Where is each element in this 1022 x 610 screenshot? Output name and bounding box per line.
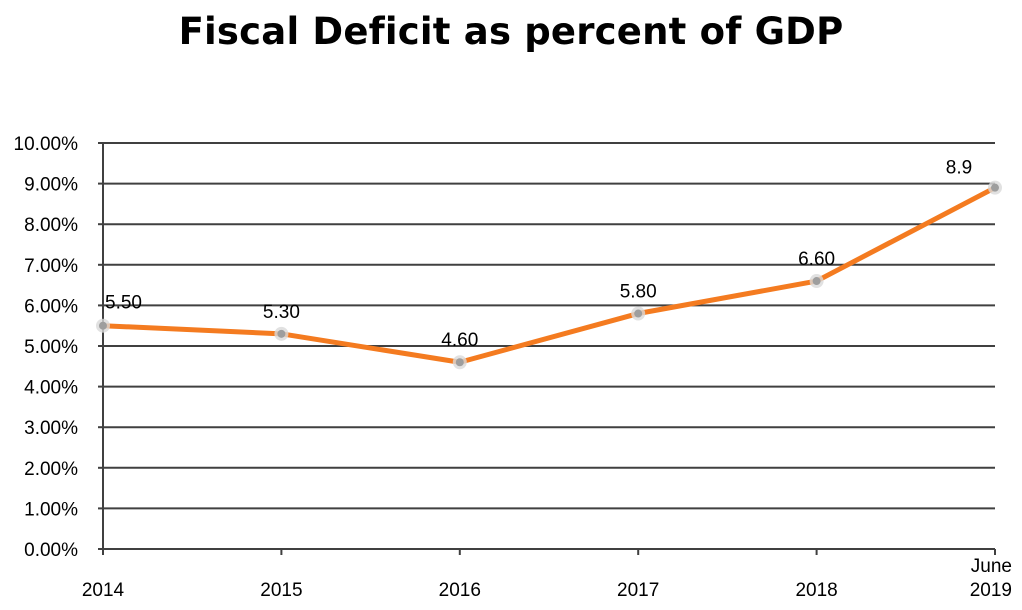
data-label: 5.80	[620, 282, 657, 303]
x-tick-label: 2014	[82, 580, 125, 601]
y-axis-tick-labels: 0.00% 1.00% 2.00% 3.00% 4.00% 5.00% 6.00% 7.00%…	[14, 134, 79, 561]
data-label: 5.30	[263, 302, 300, 323]
data-point	[99, 321, 107, 330]
axes	[98, 142, 996, 555]
chart-title: Fiscal Deficit as percent of GDP	[178, 10, 844, 53]
x-axis-tick-labels: 2014 2015 2016 2017 2018 June 2019	[82, 556, 1012, 601]
y-tick-label: 2.00%	[24, 459, 78, 480]
series-line	[100, 185, 998, 365]
x-tick-label: June	[971, 556, 1012, 577]
data-point	[634, 309, 643, 318]
x-tick-label: 2017	[617, 580, 659, 601]
x-tick-label: 2018	[795, 580, 837, 601]
series-line-group	[100, 185, 998, 365]
data-point	[991, 183, 999, 192]
data-label: 5.50	[105, 293, 142, 314]
y-tick-label: 5.00%	[24, 337, 78, 358]
y-tick-label: 0.00%	[24, 540, 78, 561]
data-point	[455, 358, 464, 367]
x-tick-label: 2015	[260, 580, 302, 601]
x-tick-label: 2016	[439, 580, 481, 601]
y-tick-label: 10.00%	[14, 134, 79, 155]
data-label: 8.9	[946, 158, 972, 179]
y-tick-label: 3.00%	[24, 418, 78, 439]
data-point	[277, 329, 286, 338]
y-tick-label: 7.00%	[24, 256, 78, 277]
y-tick-label: 9.00%	[24, 175, 78, 196]
data-labels: 5.50 5.30 4.60 5.80 6.60 8.9	[105, 158, 972, 352]
x-tick-label: 2019	[970, 580, 1012, 601]
y-tick-label: 4.00%	[24, 378, 78, 399]
data-point-markers	[96, 180, 1002, 370]
data-label: 6.60	[798, 249, 835, 270]
data-label: 4.60	[441, 330, 478, 351]
data-point	[812, 277, 821, 286]
gridlines	[103, 142, 995, 550]
y-tick-label: 8.00%	[24, 215, 78, 236]
y-tick-label: 6.00%	[24, 296, 78, 317]
y-tick-label: 1.00%	[24, 499, 78, 520]
